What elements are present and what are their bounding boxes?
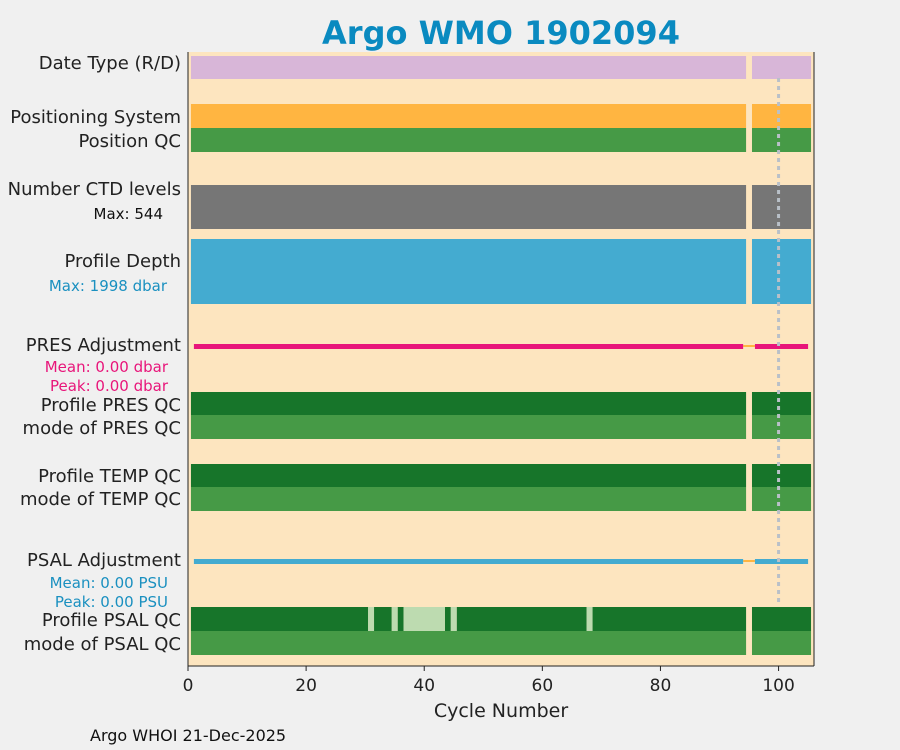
date-type-segment-0 — [190, 56, 747, 79]
profile-psal-qc-segment-4 — [456, 607, 587, 631]
row-date-type — [190, 56, 812, 79]
row-label-profile-depth: Profile Depth — [64, 251, 181, 272]
profile-psal-qc-segment-3 — [444, 607, 451, 631]
x-axis: 0 20 40 60 80 100 — [183, 52, 815, 696]
row-profile-pres-qc — [190, 392, 812, 415]
profile-psal-qc-flagged-segment-3 — [450, 607, 457, 631]
profile-psal-qc-flagged-segment-2 — [403, 607, 445, 631]
profile-temp-qc-segment-0 — [190, 464, 747, 487]
row-label-number-ctd-levels: Number CTD levels — [8, 179, 181, 200]
chart-title: Argo WMO 1902094 — [322, 14, 680, 52]
profile-temp-qc-segment-1 — [751, 464, 812, 487]
x-tick-label-60: 60 — [532, 676, 554, 696]
row-mode-temp-qc — [190, 487, 812, 511]
row-label-profile-pres-qc: Profile PRES QC — [41, 395, 181, 416]
number-ctd-levels-segment-1 — [751, 185, 812, 229]
row-label-positioning-system: Positioning System — [10, 107, 181, 128]
profile-depth-segment-1 — [751, 239, 812, 304]
profile-pres-qc-segment-0 — [190, 392, 747, 415]
profile-psal-qc-flagged-segment-0 — [368, 607, 375, 631]
x-tick-label-40: 40 — [413, 676, 435, 696]
x-tick-label-20: 20 — [295, 676, 317, 696]
row-mode-psal-qc — [190, 631, 812, 655]
profile-psal-qc-segment-1 — [374, 607, 392, 631]
mode-pres-qc-segment-0 — [190, 415, 747, 439]
row-label-profile-psal-qc: Profile PSAL QC — [42, 610, 181, 631]
pres-adjustment-segment-0 — [193, 344, 744, 349]
row-sublabel-psal-adjustment: Mean: 0.00 PSU — [50, 574, 168, 592]
profile-psal-qc-flagged-segment-1 — [391, 607, 398, 631]
psal-adjustment-segment-0 — [193, 559, 744, 564]
row-label-mode-temp-qc: mode of TEMP QC — [20, 489, 181, 510]
mode-psal-qc-segment-1 — [751, 631, 812, 655]
mode-psal-qc-segment-0 — [190, 631, 747, 655]
pres-adjustment-segment-1 — [754, 344, 809, 349]
profile-psal-qc-segment-2 — [397, 607, 404, 631]
pres-adjustment-gap-mark — [743, 345, 755, 347]
data-rows — [190, 56, 812, 655]
row-label-psal-adjustment: PSAL Adjustment — [27, 550, 181, 571]
mode-temp-qc-segment-0 — [190, 487, 747, 511]
positioning-system-segment-1 — [751, 104, 812, 128]
date-type-segment-1 — [751, 56, 812, 79]
profile-psal-qc-segment-0 — [190, 607, 369, 631]
profile-psal-qc-flagged-segment-4 — [586, 607, 593, 631]
psal-adjustment-gap-mark — [743, 560, 755, 562]
profile-psal-qc-segment-6 — [751, 607, 812, 631]
x-axis-label: Cycle Number — [434, 700, 568, 722]
row-sublabel2-psal-adjustment: Peak: 0.00 PSU — [55, 593, 168, 611]
profile-depth-segment-0 — [190, 239, 747, 304]
row-label-profile-temp-qc: Profile TEMP QC — [38, 466, 181, 487]
row-profile-psal-qc — [190, 607, 812, 631]
row-label-date-type: Date Type (R/D) — [39, 53, 181, 74]
x-tick-label-100: 100 — [762, 676, 794, 696]
mode-temp-qc-segment-1 — [751, 487, 812, 511]
row-profile-depth — [190, 239, 812, 304]
footer-credit: Argo WHOI 21-Dec-2025 — [90, 726, 286, 745]
row-label-position-qc: Position QC — [78, 131, 181, 152]
row-position-qc — [190, 128, 812, 152]
position-qc-segment-1 — [751, 128, 812, 152]
row-psal-adjustment — [193, 559, 809, 564]
row-labels: Date Type (R/D) Positioning System Positio… — [8, 53, 181, 655]
number-ctd-levels-segment-0 — [190, 185, 747, 229]
row-profile-temp-qc — [190, 464, 812, 487]
mode-pres-qc-segment-1 — [751, 415, 812, 439]
row-label-mode-pres-qc: mode of PRES QC — [23, 418, 181, 439]
row-sublabel-pres-adjustment: Mean: 0.00 dbar — [45, 358, 169, 376]
row-sublabel2-pres-adjustment: Peak: 0.00 dbar — [50, 377, 169, 395]
row-label-pres-adjustment: PRES Adjustment — [26, 335, 181, 356]
x-tick-label-0: 0 — [183, 676, 194, 696]
row-sublabel-profile-depth: Max: 1998 dbar — [49, 277, 168, 295]
profile-psal-qc-segment-5 — [592, 607, 747, 631]
row-number-ctd-levels — [190, 185, 812, 229]
profile-pres-qc-segment-1 — [751, 392, 812, 415]
position-qc-segment-0 — [190, 128, 747, 152]
row-pres-adjustment — [193, 344, 809, 349]
positioning-system-segment-0 — [190, 104, 747, 128]
row-positioning-system — [190, 104, 812, 128]
row-sublabel-number-ctd-levels: Max: 544 — [94, 205, 163, 223]
psal-adjustment-segment-1 — [754, 559, 809, 564]
x-tick-label-80: 80 — [650, 676, 672, 696]
row-mode-pres-qc — [190, 415, 812, 439]
row-label-mode-psal-qc: mode of PSAL QC — [24, 634, 181, 655]
